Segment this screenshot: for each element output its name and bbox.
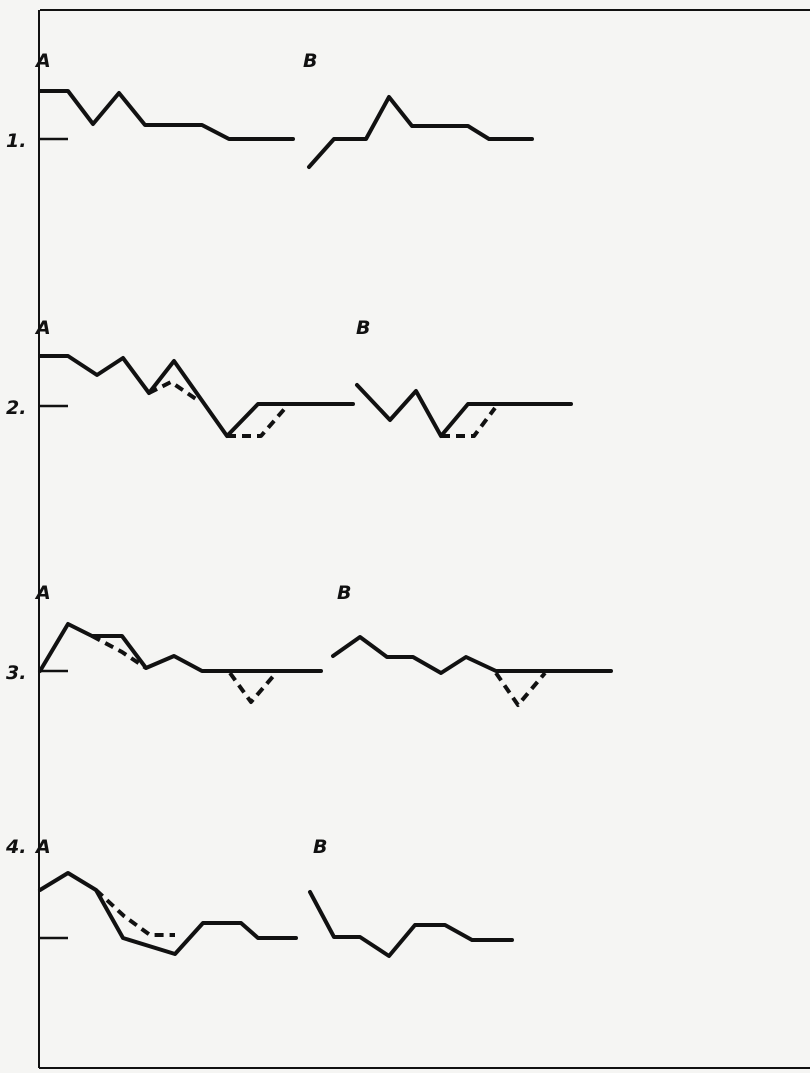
row-4-trace-a <box>38 871 298 956</box>
row-3-dashed-b <box>494 671 547 707</box>
row-3-number: 3. <box>6 662 26 684</box>
row-1-label-b: B <box>303 50 317 72</box>
row-2-trace-b <box>355 383 573 438</box>
row-1-trace-a <box>38 89 295 141</box>
row-4-trace-b <box>308 890 514 958</box>
row-1-label-a: A <box>34 50 51 72</box>
row-2-trace-a <box>38 354 355 438</box>
row-2-label-a: A <box>34 317 51 339</box>
row-1-number: 1. <box>6 130 26 152</box>
row-4-dashed-a <box>94 888 175 937</box>
row-3-label-b: B <box>337 582 351 604</box>
row-2-label-b: B <box>356 317 370 339</box>
row-3-label-a: A <box>34 582 51 604</box>
row-4-label-b: B <box>313 836 327 858</box>
row-2-dashed-a-1 <box>148 380 198 401</box>
row-4-label-a: A <box>34 836 51 858</box>
row-1-trace-b <box>307 95 534 169</box>
row-3-trace-a <box>38 622 323 673</box>
row-3-dashed-a-1 <box>91 634 148 670</box>
row-2-number: 2. <box>6 397 26 419</box>
row-3-trace-b <box>331 635 613 675</box>
row-3-dashed-a-2 <box>228 671 278 704</box>
row-2-dashed-a-2 <box>227 404 289 438</box>
row-2-dashed-b <box>441 406 497 438</box>
row-4-number: 4. <box>5 836 26 858</box>
